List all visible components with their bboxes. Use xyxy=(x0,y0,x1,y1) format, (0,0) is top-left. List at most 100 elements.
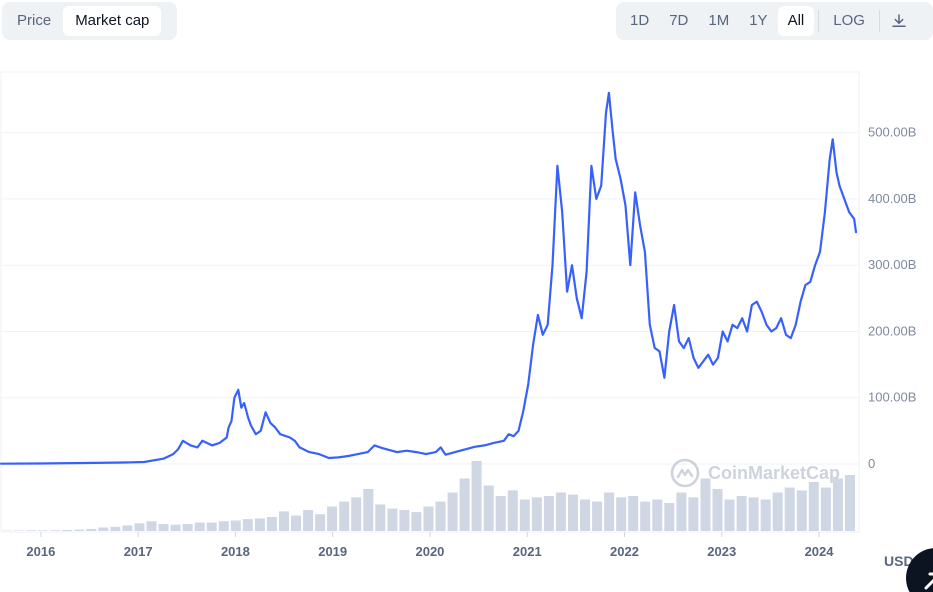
volume-bar xyxy=(543,496,554,531)
volume-bar xyxy=(158,524,169,531)
volume-bar xyxy=(664,503,675,531)
arrow-up-right-icon[interactable] xyxy=(906,548,933,592)
volume-bar xyxy=(748,497,759,531)
volume-bar xyxy=(218,521,229,531)
volume-bar xyxy=(712,489,723,531)
range-1m-button[interactable]: 1M xyxy=(708,12,730,29)
volume-bar xyxy=(206,522,217,531)
volume-bar xyxy=(459,478,470,531)
volume-bar xyxy=(411,512,422,531)
volume-bar xyxy=(182,524,193,531)
divider xyxy=(818,10,820,32)
volume-bar xyxy=(435,501,446,531)
volume-bar xyxy=(50,530,61,531)
volume-bar xyxy=(519,499,530,531)
x-tick-label: 2021 xyxy=(513,544,542,559)
price-tab[interactable]: Price xyxy=(17,12,52,29)
volume-bar xyxy=(387,508,398,531)
volume-bar xyxy=(62,530,73,532)
currency-label: USD xyxy=(884,553,914,569)
y-tick-label: 100.00B xyxy=(868,390,916,405)
y-tick-label: 500.00B xyxy=(868,125,916,140)
x-tick-label: 2017 xyxy=(124,544,153,559)
range-all-button[interactable]: All xyxy=(777,6,815,36)
x-tick-label: 2020 xyxy=(415,544,444,559)
x-tick-label: 2023 xyxy=(707,544,736,559)
volume-bar xyxy=(98,527,109,531)
x-tick-label: 2024 xyxy=(805,544,835,559)
x-tick-label: 2019 xyxy=(318,544,347,559)
volume-bar xyxy=(266,517,277,531)
volume-bar xyxy=(700,478,711,531)
y-axis: 0 100.00B 200.00B 300.00B 400.00B 500.00B xyxy=(868,125,916,471)
range-7d-button[interactable]: 7D xyxy=(669,12,689,29)
volume-bar xyxy=(315,514,326,531)
range-1d-button[interactable]: 1D xyxy=(630,12,650,29)
x-tick-label: 2022 xyxy=(610,544,639,559)
volume-bar xyxy=(568,494,578,531)
download-icon[interactable] xyxy=(884,6,914,36)
volume-bar xyxy=(146,521,157,531)
volume-bars xyxy=(2,461,855,532)
chart-type-toggle: Price Market cap xyxy=(2,2,177,40)
volume-bar xyxy=(134,523,145,531)
volume-bar xyxy=(760,499,771,531)
market-cap-line xyxy=(0,91,858,465)
price-line-layer xyxy=(0,91,858,465)
y-tick-label: 200.00B xyxy=(868,323,916,338)
y-tick-label: 300.00B xyxy=(868,257,916,272)
volume-bar xyxy=(628,496,639,531)
range-1y-button[interactable]: 1Y xyxy=(749,12,768,29)
volume-bar xyxy=(483,485,494,531)
grid-lines xyxy=(1,132,859,465)
volume-bar xyxy=(772,492,783,531)
volume-bar xyxy=(676,492,687,531)
volume-bar xyxy=(495,496,506,531)
volume-bar xyxy=(74,529,85,531)
volume-bar xyxy=(423,506,434,531)
volume-bar xyxy=(808,482,819,531)
y-tick-label: 0 xyxy=(868,456,875,471)
volume-bar xyxy=(170,524,181,531)
volume-bar xyxy=(796,490,807,531)
volume-bar xyxy=(580,499,590,531)
volume-bar xyxy=(531,497,542,531)
volume-bar xyxy=(471,461,482,531)
x-tick-label: 2018 xyxy=(221,544,250,559)
volume-bar xyxy=(399,510,410,531)
volume-bar xyxy=(351,497,362,531)
volume-bar xyxy=(820,487,831,531)
volume-bar xyxy=(640,501,651,531)
volume-bar xyxy=(375,504,386,531)
volume-bar xyxy=(507,490,518,531)
volume-bar xyxy=(230,520,241,531)
divider xyxy=(878,10,880,32)
volume-bar xyxy=(242,519,253,531)
volume-bar xyxy=(616,497,627,531)
watermark: CoinMarketCap xyxy=(670,458,840,488)
y-tick-label: 400.00B xyxy=(868,191,916,206)
volume-bar xyxy=(447,492,458,531)
x-axis: 2016 2017 2018 2019 2020 2021 2022 2023 2024 xyxy=(26,532,834,559)
volume-bar xyxy=(363,489,374,531)
volume-bar xyxy=(194,522,205,531)
volume-bar xyxy=(26,530,37,531)
log-scale-button[interactable]: LOG xyxy=(833,12,865,29)
volume-bar xyxy=(122,525,133,531)
volume-bar xyxy=(784,487,795,531)
volume-bar xyxy=(736,496,747,531)
volume-bar xyxy=(688,497,699,531)
volume-bar xyxy=(303,510,314,531)
volume-bar xyxy=(592,501,603,531)
x-tick-label: 2016 xyxy=(26,544,55,559)
volume-bar xyxy=(254,518,265,531)
volume-bar xyxy=(724,499,735,531)
market-cap-tab[interactable]: Market cap xyxy=(63,6,162,36)
watermark-text: CoinMarketCap xyxy=(708,462,841,483)
volume-bar xyxy=(86,528,97,531)
volume-bar xyxy=(38,530,49,531)
volume-bar xyxy=(845,475,855,531)
volume-bar xyxy=(555,492,566,531)
volume-bar xyxy=(832,478,843,531)
